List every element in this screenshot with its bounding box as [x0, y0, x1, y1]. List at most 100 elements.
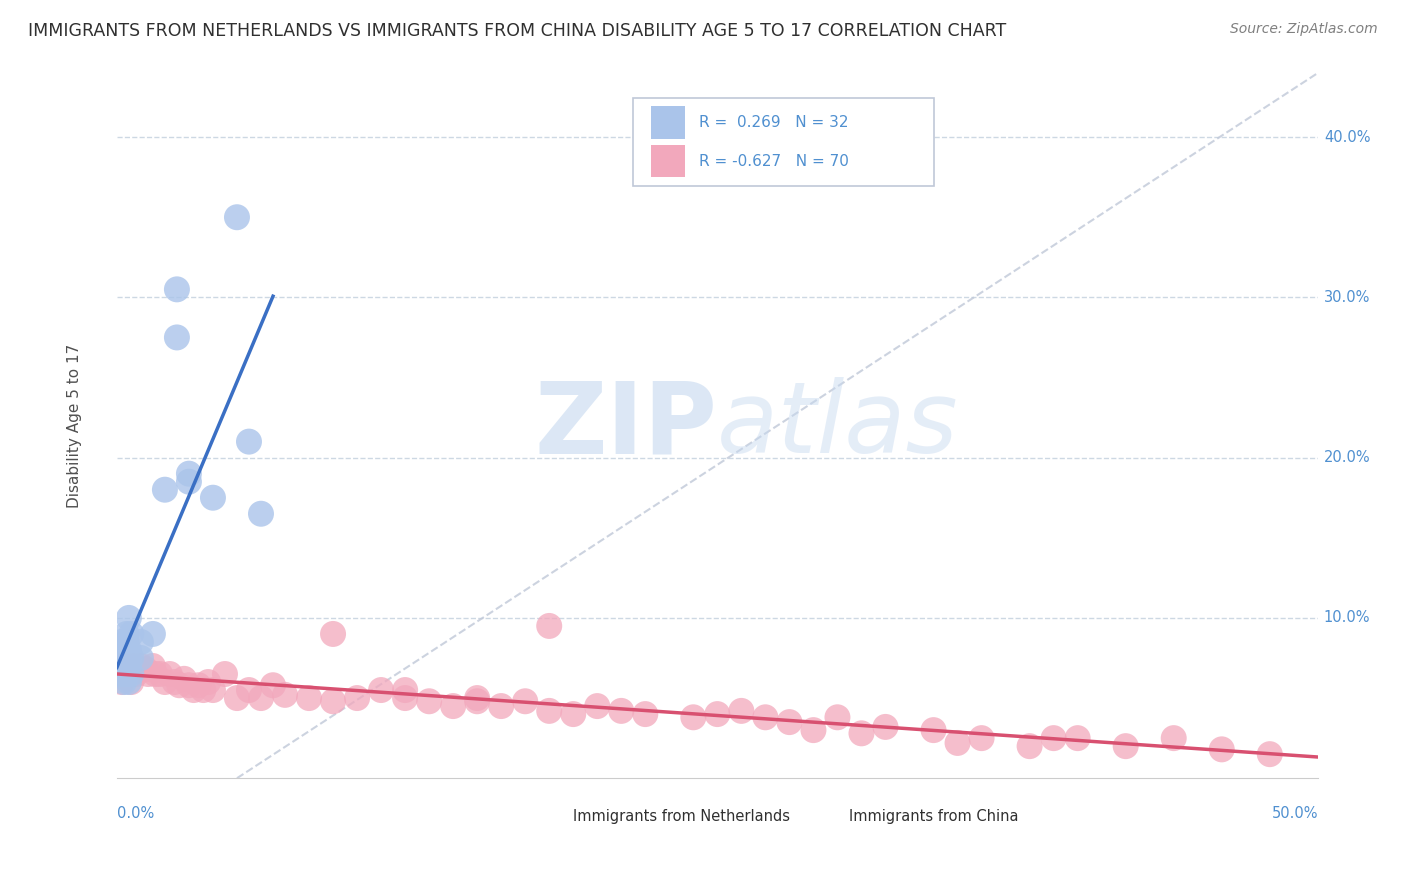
Point	[970, 731, 993, 746]
Point	[108, 659, 131, 673]
Point	[111, 675, 134, 690]
Point	[538, 619, 561, 633]
Point	[142, 627, 165, 641]
Text: Immigrants from Netherlands: Immigrants from Netherlands	[574, 810, 790, 824]
Point	[538, 704, 561, 718]
Point	[143, 667, 166, 681]
Point	[163, 675, 186, 690]
FancyBboxPatch shape	[633, 97, 934, 186]
Point	[226, 211, 249, 225]
Point	[111, 635, 134, 649]
Point	[250, 507, 273, 521]
Point	[128, 662, 150, 676]
Point	[465, 691, 488, 706]
Point	[262, 678, 284, 692]
Point	[112, 675, 135, 690]
Text: Disability Age 5 to 17: Disability Age 5 to 17	[67, 343, 83, 508]
Bar	[526, 805, 558, 829]
Point	[875, 720, 897, 734]
Point	[108, 667, 131, 681]
Text: ZIP: ZIP	[534, 377, 717, 474]
Point	[322, 627, 344, 641]
Point	[610, 704, 633, 718]
Point	[394, 691, 416, 706]
Point	[177, 678, 200, 692]
Point	[115, 635, 138, 649]
Point	[173, 672, 195, 686]
Text: 50.0%: 50.0%	[1271, 806, 1317, 822]
Point	[197, 675, 219, 690]
Point	[394, 683, 416, 698]
Point	[827, 710, 849, 724]
Point	[1066, 731, 1088, 746]
Point	[187, 678, 209, 692]
Point	[193, 683, 215, 698]
Point	[418, 694, 440, 708]
Point	[120, 627, 142, 641]
Point	[166, 330, 188, 344]
Point	[153, 675, 176, 690]
Point	[118, 662, 141, 676]
Point	[1018, 739, 1040, 753]
Bar	[801, 805, 835, 829]
Point	[274, 688, 297, 702]
Text: 40.0%: 40.0%	[1324, 129, 1371, 145]
Bar	[651, 145, 685, 178]
Point	[250, 691, 273, 706]
Point	[1163, 731, 1185, 746]
Point	[238, 434, 260, 449]
Point	[226, 691, 249, 706]
Point	[129, 651, 152, 665]
Point	[153, 483, 176, 497]
Point	[115, 667, 138, 681]
Point	[120, 651, 142, 665]
Point	[112, 659, 135, 673]
Point	[120, 675, 142, 690]
Point	[346, 691, 368, 706]
Point	[111, 651, 134, 665]
Point	[166, 282, 188, 296]
Point	[851, 726, 873, 740]
Point	[118, 675, 141, 690]
Point	[465, 694, 488, 708]
Point	[149, 667, 172, 681]
Point	[169, 678, 191, 692]
Point	[122, 659, 145, 673]
Point	[922, 723, 945, 738]
Text: 30.0%: 30.0%	[1324, 290, 1371, 305]
Point	[214, 667, 236, 681]
Point	[118, 611, 141, 625]
Point	[730, 704, 752, 718]
Point	[108, 643, 131, 657]
Bar	[651, 106, 685, 138]
Point	[370, 683, 392, 698]
Point	[115, 651, 138, 665]
Point	[322, 694, 344, 708]
Point	[201, 491, 224, 505]
Point	[515, 694, 537, 708]
Point	[1115, 739, 1137, 753]
Text: 0.0%: 0.0%	[117, 806, 155, 822]
Point	[118, 659, 141, 673]
Point	[489, 699, 512, 714]
Point	[129, 659, 152, 673]
Point	[177, 467, 200, 481]
Point	[946, 736, 969, 750]
Point	[177, 475, 200, 489]
Point	[682, 710, 704, 724]
Point	[115, 667, 138, 681]
Text: Immigrants from China: Immigrants from China	[849, 810, 1019, 824]
Text: R = -0.627   N = 70: R = -0.627 N = 70	[699, 153, 849, 169]
Point	[112, 659, 135, 673]
Point	[159, 667, 181, 681]
Point	[142, 659, 165, 673]
Point	[118, 651, 141, 665]
Point	[135, 662, 157, 676]
Text: 20.0%: 20.0%	[1324, 450, 1371, 465]
Point	[129, 635, 152, 649]
Point	[562, 707, 585, 722]
Point	[125, 667, 148, 681]
Text: R =  0.269   N = 32: R = 0.269 N = 32	[699, 115, 849, 130]
Text: Source: ZipAtlas.com: Source: ZipAtlas.com	[1230, 22, 1378, 37]
Point	[238, 683, 260, 698]
